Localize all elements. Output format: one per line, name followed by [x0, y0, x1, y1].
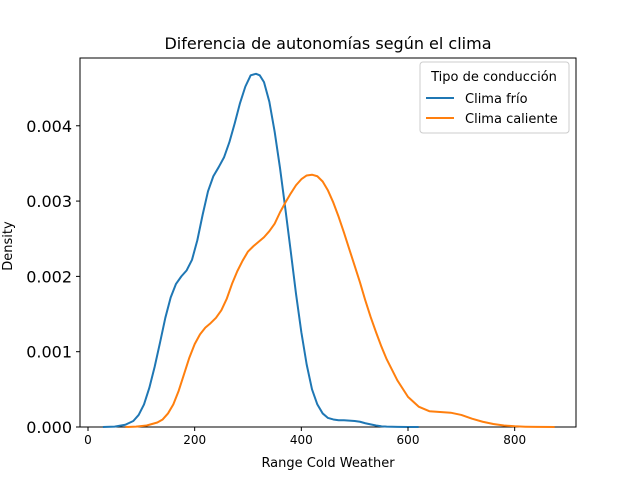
- y-tick-label: 0.001: [26, 343, 72, 362]
- legend-title: Tipo de conducción: [430, 70, 557, 85]
- y-tick-label: 0.004: [26, 117, 72, 136]
- legend-box: [419, 61, 570, 134]
- y-axis-label: Density: [1, 221, 16, 271]
- series-line-1: [125, 173, 555, 428]
- chart-title: Diferencia de autonomías según el clima: [164, 34, 491, 53]
- legend: Tipo de conducción Clima frío Clima cali…: [419, 61, 570, 134]
- x-axis: 0 200 400 600 800: [84, 427, 526, 447]
- legend-label-clima-frio: Clima frío: [465, 92, 528, 107]
- y-tick-label: 0.000: [26, 418, 72, 437]
- x-tick-label: 0: [84, 433, 92, 447]
- series-layer: [102, 72, 555, 428]
- x-tick-label: 200: [183, 433, 206, 447]
- y-axis: 0.000 0.001 0.002 0.003 0.004: [26, 117, 80, 437]
- axes-frame: [79, 57, 577, 428]
- y-tick-label: 0.003: [26, 192, 72, 211]
- plot-area: 0 200 400 600 800 0.000 0.001 0.002 0.003 0.004: [26, 57, 577, 447]
- x-axis-label: Range Cold Weather: [261, 456, 395, 471]
- legend-label-clima-caliente: Clima caliente: [465, 112, 558, 127]
- x-tick-label: 800: [503, 433, 526, 447]
- y-tick-label: 0.002: [26, 267, 72, 286]
- x-tick-label: 400: [290, 433, 313, 447]
- series-line-0: [102, 72, 419, 428]
- x-tick-label: 600: [397, 433, 420, 447]
